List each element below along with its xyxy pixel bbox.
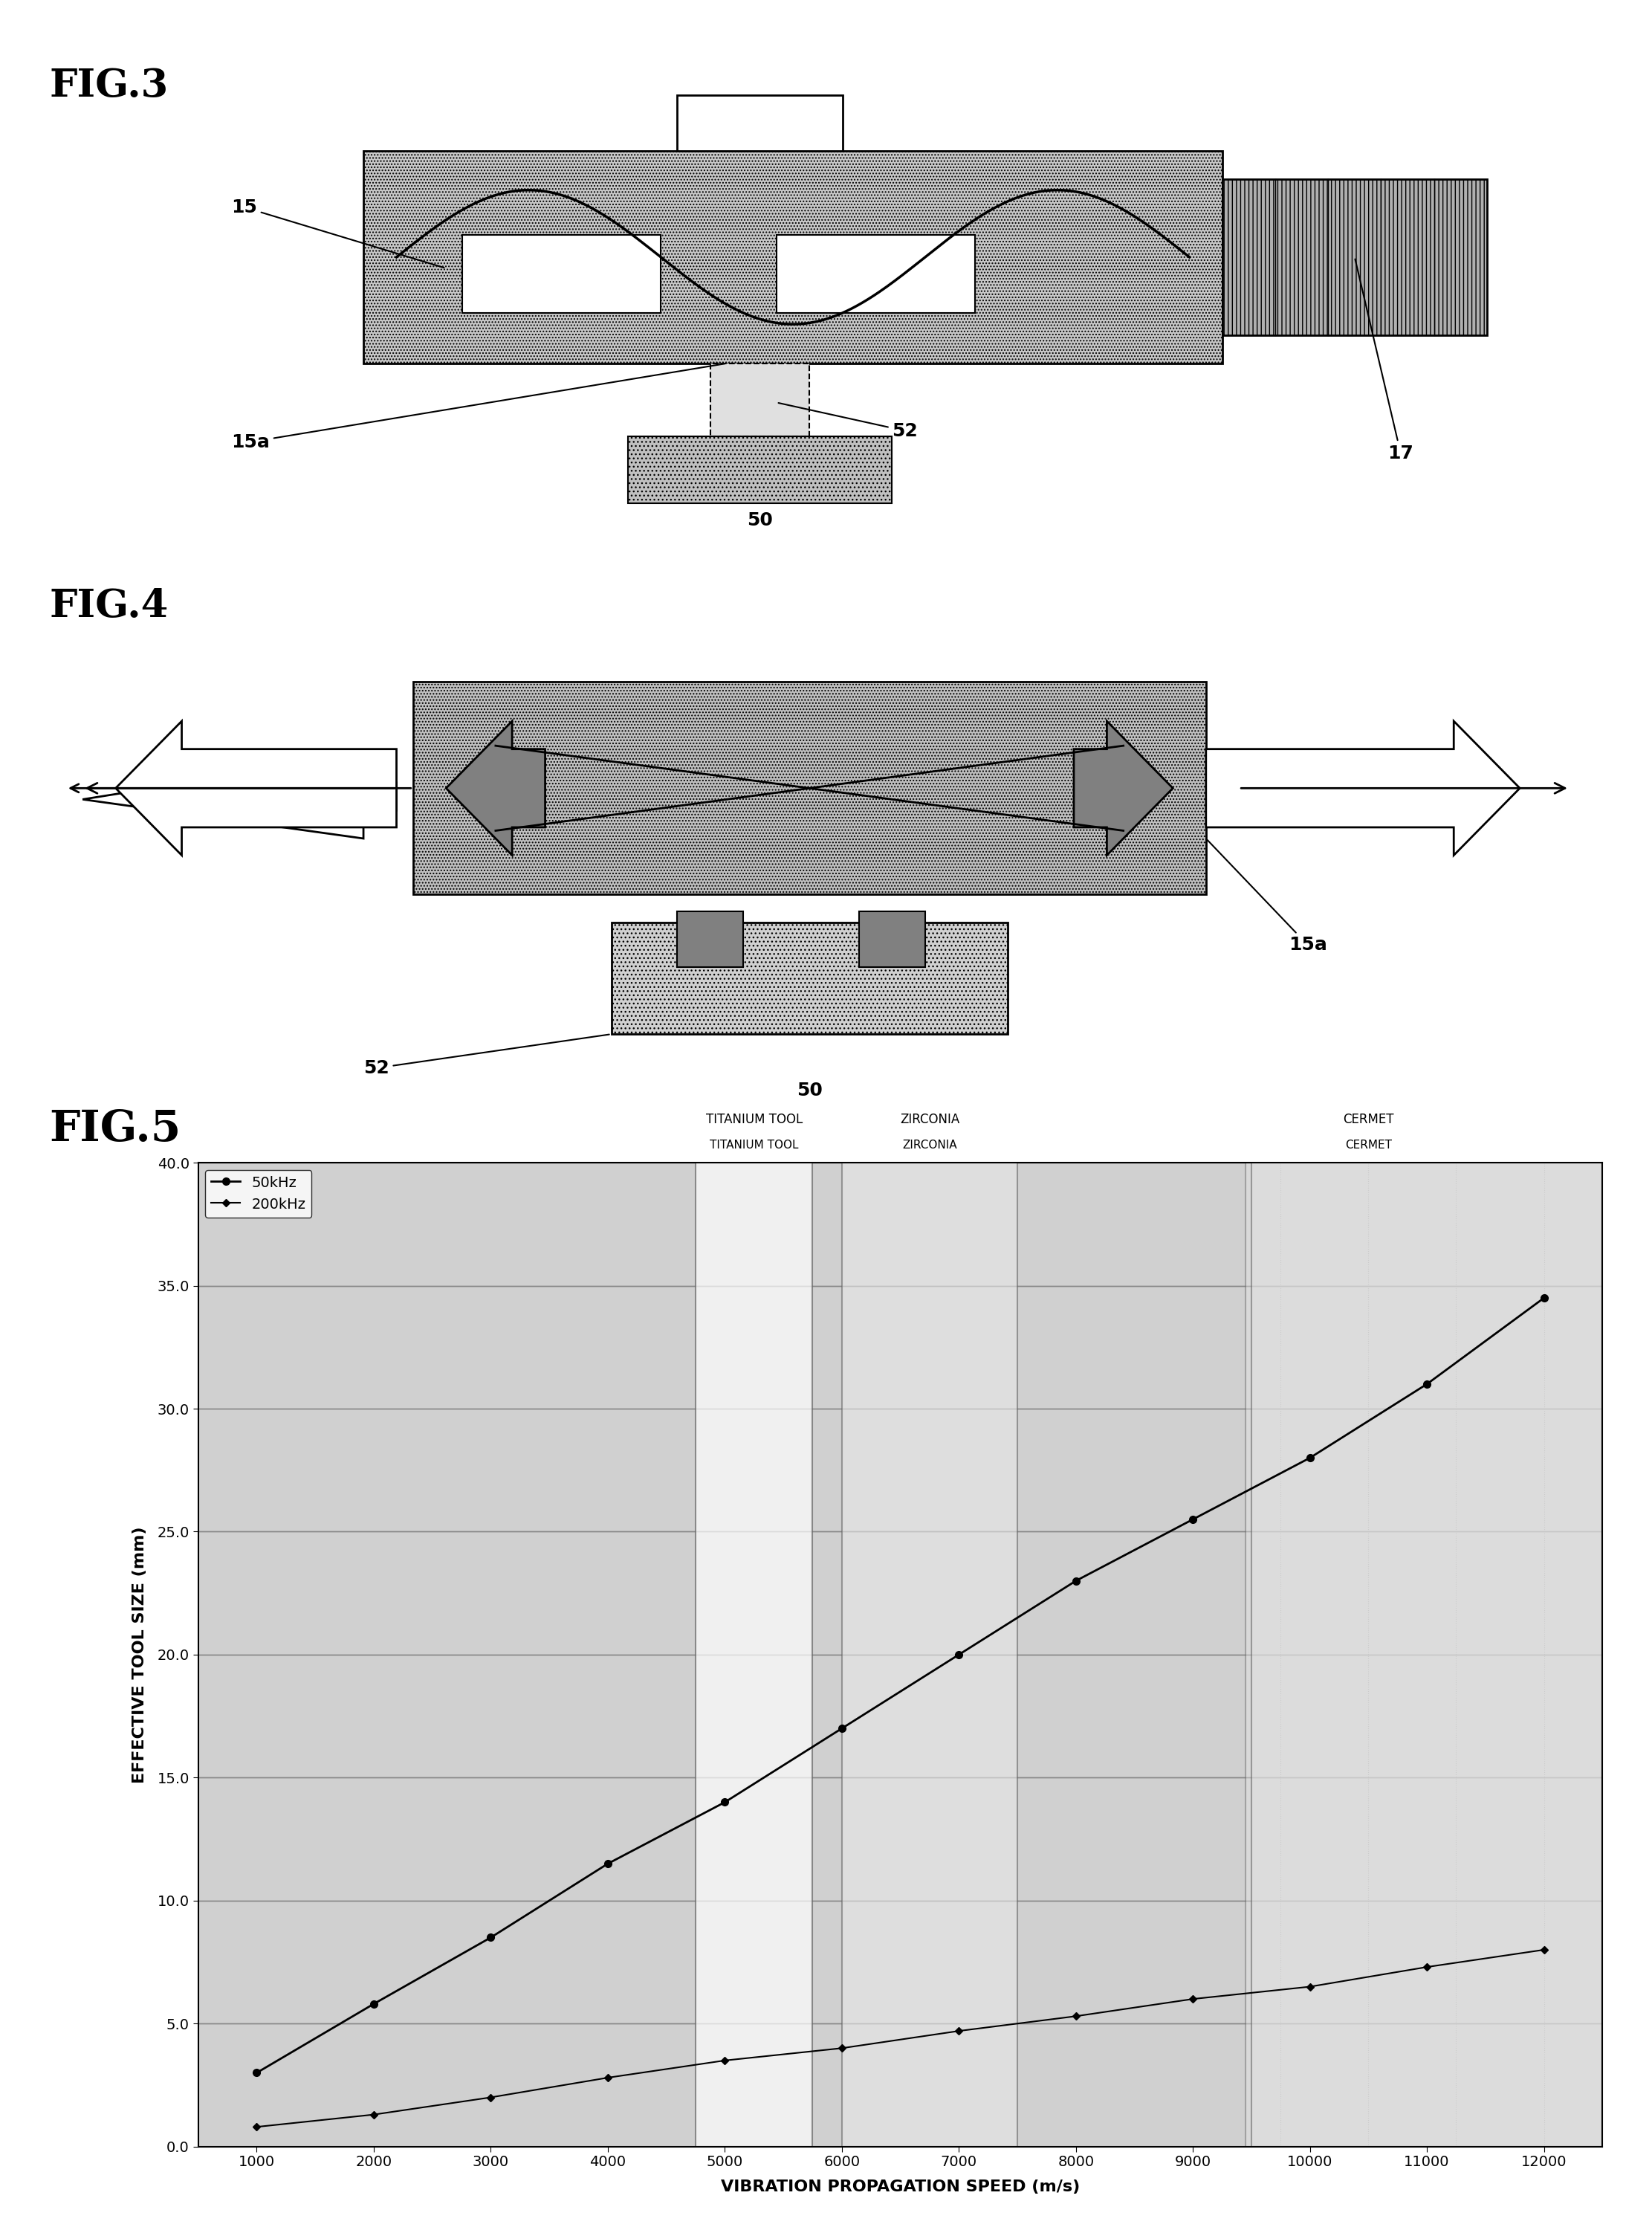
Bar xyxy=(843,1163,1018,2147)
Text: ZIRCONIA: ZIRCONIA xyxy=(900,1114,960,1127)
50kHz xyxy=(1066,1567,1085,1594)
200kHz xyxy=(833,2035,852,2062)
Line: 50kHz: 50kHz xyxy=(253,1295,1548,2077)
200kHz xyxy=(1535,1936,1555,1963)
200kHz xyxy=(481,2084,501,2111)
200kHz xyxy=(246,2113,266,2140)
Line: 200kHz: 200kHz xyxy=(254,1948,1546,2129)
Bar xyxy=(1222,179,1487,335)
Text: CERMET: CERMET xyxy=(1343,1114,1394,1127)
Text: 15a: 15a xyxy=(231,364,725,452)
200kHz xyxy=(1066,2003,1085,2030)
50kHz xyxy=(363,1990,383,2017)
Text: 15a: 15a xyxy=(1208,841,1327,955)
Polygon shape xyxy=(446,720,545,854)
Polygon shape xyxy=(116,720,396,854)
Text: TITANIUM TOOL: TITANIUM TOOL xyxy=(705,1114,803,1127)
Bar xyxy=(710,364,809,436)
Text: 52: 52 xyxy=(778,402,919,440)
Bar xyxy=(677,96,843,152)
Text: 50: 50 xyxy=(796,1082,823,1100)
50kHz xyxy=(948,1641,968,1668)
50kHz xyxy=(715,1789,735,1816)
Bar xyxy=(363,152,1222,364)
Bar xyxy=(1251,1163,1609,2147)
Text: CERMET: CERMET xyxy=(1345,1140,1393,1149)
Text: FIG.4: FIG.4 xyxy=(50,586,169,624)
200kHz xyxy=(715,2048,735,2075)
Polygon shape xyxy=(1206,720,1520,854)
Bar xyxy=(695,1163,813,2147)
Bar xyxy=(776,235,975,313)
50kHz xyxy=(1183,1507,1203,1534)
Bar xyxy=(611,923,1008,1033)
200kHz xyxy=(1417,1954,1437,1981)
FancyBboxPatch shape xyxy=(1246,0,1609,2236)
Polygon shape xyxy=(1074,720,1173,854)
Bar xyxy=(413,682,1206,894)
200kHz xyxy=(598,2064,618,2091)
Legend: 50kHz, 200kHz: 50kHz, 200kHz xyxy=(205,1169,312,1219)
Text: 50: 50 xyxy=(747,512,773,530)
Text: 17: 17 xyxy=(1355,259,1414,463)
50kHz xyxy=(833,1715,852,1742)
Bar xyxy=(363,152,1222,364)
Bar xyxy=(1222,179,1487,335)
Text: 52: 52 xyxy=(363,1035,610,1078)
200kHz xyxy=(948,2017,968,2044)
Text: FIG.5: FIG.5 xyxy=(50,1109,182,1149)
50kHz xyxy=(481,1923,501,1950)
50kHz xyxy=(246,2059,266,2086)
50kHz xyxy=(1300,1444,1320,1471)
Bar xyxy=(611,923,1008,1033)
Bar xyxy=(677,912,743,966)
Text: FIG.3: FIG.3 xyxy=(50,67,169,105)
200kHz xyxy=(1300,1972,1320,1999)
Bar xyxy=(859,912,925,966)
50kHz xyxy=(1535,1283,1555,1310)
50kHz xyxy=(1417,1371,1437,1398)
200kHz xyxy=(363,2102,383,2129)
Y-axis label: EFFECTIVE TOOL SIZE (mm): EFFECTIVE TOOL SIZE (mm) xyxy=(132,1527,147,1782)
50kHz xyxy=(598,1851,618,1878)
200kHz xyxy=(1183,1986,1203,2012)
Bar xyxy=(413,682,1206,894)
X-axis label: VIBRATION PROPAGATION SPEED (m/s): VIBRATION PROPAGATION SPEED (m/s) xyxy=(720,2180,1080,2196)
Bar xyxy=(463,235,661,313)
Text: TITANIUM TOOL: TITANIUM TOOL xyxy=(710,1140,798,1149)
Text: 15: 15 xyxy=(231,199,444,268)
Bar xyxy=(628,436,892,503)
Polygon shape xyxy=(83,756,396,838)
Text: ZIRCONIA: ZIRCONIA xyxy=(902,1140,957,1149)
Bar xyxy=(628,436,892,503)
